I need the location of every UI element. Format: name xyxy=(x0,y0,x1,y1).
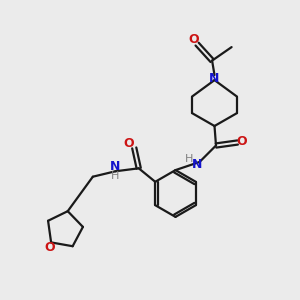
Text: H: H xyxy=(185,154,193,164)
Text: N: N xyxy=(209,72,220,85)
Text: O: O xyxy=(237,134,248,148)
Text: O: O xyxy=(124,137,134,150)
Text: O: O xyxy=(188,33,199,46)
Text: H: H xyxy=(110,171,119,181)
Text: O: O xyxy=(44,241,55,254)
Text: N: N xyxy=(192,158,202,171)
Text: N: N xyxy=(110,160,120,173)
